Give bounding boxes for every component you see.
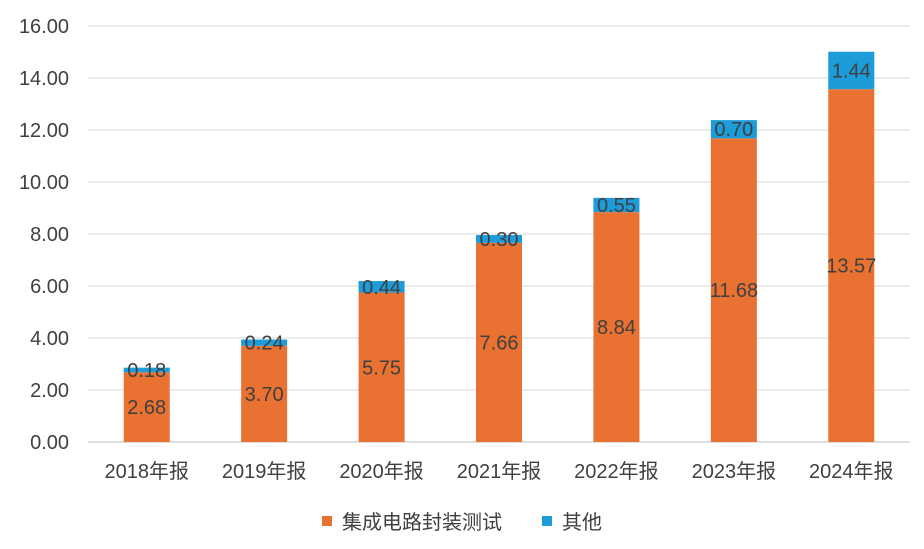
legend-swatch-series-1 [542,515,552,526]
bar-segment-series-1 [593,197,640,213]
y-tick-label: 2.00 [30,380,69,402]
bar-segment-series-1 [358,281,405,293]
x-tick-label: 2022年报 [574,460,659,483]
data-label-series-0: 8.84 [597,317,636,339]
legend: 集成电路封装测试 其他 [0,506,924,535]
data-label-series-1: 0.70 [714,119,753,141]
y-tick-label: 8.00 [30,224,69,246]
y-tick-label: 16.00 [19,16,69,38]
legend-swatch-series-0 [322,515,332,526]
data-label-series-0: 7.66 [480,332,519,354]
x-tick-label: 2023年报 [692,460,777,483]
data-label-series-0: 2.68 [127,397,166,419]
y-tick-label: 14.00 [19,68,69,90]
bar-segment-series-1 [241,339,288,346]
legend-label-series-1: 其他 [562,512,602,534]
data-label-series-1: 0.24 [245,333,284,355]
legend-item-series-0: 集成电路封装测试 [322,506,502,535]
data-label-series-1: 0.18 [127,360,166,382]
y-tick-label: 10.00 [19,172,69,194]
data-label-series-0: 13.57 [826,256,876,278]
legend-label-series-0: 集成电路封装测试 [342,512,502,534]
x-tick-label: 2021年报 [457,460,542,483]
bar-segment-series-1 [476,235,522,243]
gridlines [88,25,910,443]
data-label-series-0: 11.68 [710,280,759,302]
bar-segment-series-1 [710,120,757,139]
x-tick-label: 2024年报 [809,460,894,483]
bar-segment-series-0 [123,372,170,442]
y-tick-label: 6.00 [30,276,69,298]
legend-item-series-1: 其他 [542,506,602,535]
bar-segment-series-0 [358,292,405,442]
data-label-series-1: 0.44 [362,277,401,299]
data-label-series-1: 0.55 [597,195,636,217]
bar-segment-series-0 [241,345,288,442]
bars [123,51,875,443]
bar-segment-series-1 [828,51,875,90]
data-label-series-0: 3.70 [245,384,284,406]
data-label-series-1: 0.30 [480,229,519,251]
bar-segment-series-0 [828,89,875,443]
data-labels: 2.68 0.18 3.70 0.24 5.75 0.44 7.66 0.30 8.84 0.55… [127,60,876,419]
bar-segment-series-0 [476,242,522,442]
x-axis-ticks: 2018年报 2019年报 2020年报 2021年报 2022年报 2023年报 2024… [104,460,893,483]
y-tick-label: 12.00 [19,120,69,142]
x-tick-label: 2018年报 [104,460,189,483]
x-tick-label: 2019年报 [222,460,307,483]
y-tick-label: 4.00 [30,328,69,350]
y-tick-label: 0.00 [30,432,69,454]
data-label-series-0: 5.75 [362,357,401,379]
x-tick-label: 2020年报 [339,460,424,483]
y-axis-ticks: 0.00 2.00 4.00 6.00 8.00 10.00 12.00 14.00 16.00 [19,16,69,454]
bar-segment-series-1 [123,367,170,373]
bar-segment-series-0 [593,212,640,442]
data-label-series-1: 1.44 [832,60,871,82]
bar-segment-series-0 [710,138,757,442]
